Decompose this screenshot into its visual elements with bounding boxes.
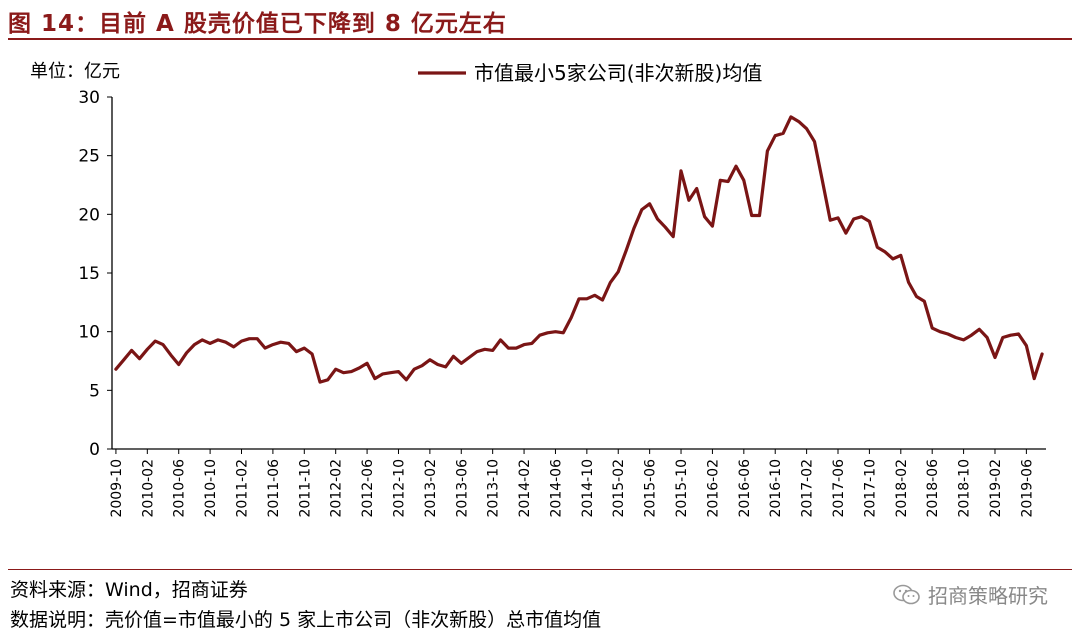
line-chart: 0 5 10 15 20 25 30 2009-10 2010-02 2010-06 2010-10… (30, 61, 1046, 518)
unit-label: 单位：亿元 (30, 61, 120, 82)
x-tick-label: 2010-02 (140, 459, 156, 518)
footer-divider (8, 569, 1072, 570)
x-tick-label: 2018-02 (894, 459, 910, 518)
x-tick-label: 2016-06 (737, 459, 753, 518)
x-tick-label: 2010-10 (203, 459, 219, 518)
x-tick-label: 2015-10 (674, 459, 690, 518)
title-divider (8, 38, 1072, 40)
x-tick-label: 2011-10 (297, 459, 313, 518)
y-tick-label: 20 (78, 205, 100, 225)
x-tick-label: 2011-06 (266, 459, 282, 518)
x-tick-label: 2012-10 (391, 459, 407, 518)
brand-label: 招商策略研究 (928, 584, 1048, 608)
x-tick-label: 2013-06 (454, 459, 470, 518)
data-note: 数据说明：壳价值=市值最小的 5 家上市公司（非次新股）总市值均值 (10, 609, 602, 631)
x-tick-label: 2012-02 (329, 459, 345, 518)
brand-watermark: 招商策略研究 (892, 580, 1048, 609)
x-tick-label: 2013-10 (486, 459, 502, 518)
source-note: 资料来源：Wind，招商证券 (10, 579, 248, 601)
x-tick-label: 2017-10 (862, 459, 878, 518)
x-tick-label: 2016-10 (768, 459, 784, 518)
x-tick-label: 2010-06 (172, 459, 188, 518)
legend-label: 市值最小5家公司(非次新股)均值 (474, 61, 762, 85)
figure-title: 图 14：目前 A 股壳价值已下降到 8 亿元左右 (8, 11, 507, 37)
series-line (114, 115, 1044, 384)
y-tick-label: 25 (78, 147, 100, 167)
x-tick-label: 2019-02 (988, 459, 1004, 518)
x-tick-label: 2009-10 (109, 459, 125, 518)
x-tick-label: 2014-06 (548, 459, 564, 518)
x-tick-label: 2015-06 (643, 459, 659, 518)
y-tick-label: 15 (78, 264, 100, 284)
x-tick-label: 2013-02 (423, 459, 439, 518)
x-tick-label: 2016-02 (705, 459, 721, 518)
y-tick-label: 10 (78, 323, 100, 343)
y-tick-label: 0 (89, 440, 100, 460)
x-tick-label: 2017-02 (800, 459, 816, 518)
x-tick-label: 2018-10 (957, 459, 973, 518)
wechat-icon (893, 584, 920, 604)
x-tick-label: 2019-06 (1019, 459, 1035, 518)
x-tick-label: 2014-02 (517, 459, 533, 518)
x-tick-label: 2014-10 (580, 459, 596, 518)
x-tick-label: 2015-02 (611, 459, 627, 518)
x-tick-label: 2012-06 (360, 459, 376, 518)
y-tick-label: 5 (89, 381, 100, 401)
y-tick-label: 30 (78, 88, 100, 108)
x-tick-label: 2018-06 (925, 459, 941, 518)
x-tick-label: 2017-06 (831, 459, 847, 518)
x-tick-label: 2011-02 (235, 459, 251, 518)
